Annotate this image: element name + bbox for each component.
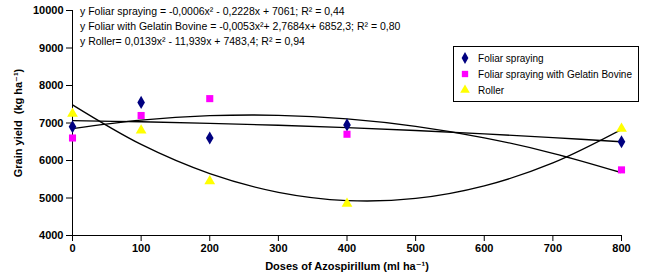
svg-text:700: 700 bbox=[544, 242, 562, 254]
svg-text:100: 100 bbox=[132, 242, 150, 254]
svg-text:5000: 5000 bbox=[39, 192, 63, 204]
svg-text:400: 400 bbox=[338, 242, 356, 254]
html-text:Roller: Roller bbox=[478, 84, 505, 96]
svg-text:200: 200 bbox=[201, 242, 219, 254]
html-text:Foliar spraying with Gelatin B: Foliar spraying with Gelatin Bovine bbox=[478, 68, 632, 80]
svg-text:0: 0 bbox=[69, 242, 75, 254]
svg-text:500: 500 bbox=[406, 242, 424, 254]
svg-text:800: 800 bbox=[612, 242, 630, 254]
svg-text:8000: 8000 bbox=[39, 79, 63, 91]
svg-text:600: 600 bbox=[475, 242, 493, 254]
svg-text:7000: 7000 bbox=[39, 117, 63, 129]
html-text:y Foliar with Gelatin Bovine =: y Foliar with Gelatin Bovine = -0,0053x²… bbox=[80, 20, 401, 32]
svg-text:10000: 10000 bbox=[33, 4, 64, 16]
svg-text:300: 300 bbox=[269, 242, 287, 254]
svg-text:4000: 4000 bbox=[39, 229, 63, 241]
html-text:Foliar spraying: Foliar spraying bbox=[478, 52, 544, 64]
svg-text:9000: 9000 bbox=[39, 42, 63, 54]
svg-text:6000: 6000 bbox=[39, 154, 63, 166]
html-text:y Foliar spraying = -0,0006x²: y Foliar spraying = -0,0006x² - 0,2228x … bbox=[80, 5, 345, 17]
svg-text:Grain yield (kg ha⁻¹): Grain yield (kg ha⁻¹) bbox=[12, 68, 24, 177]
svg-text:Doses of Azospirillum (ml ha⁻¹: Doses of Azospirillum (ml ha⁻¹) bbox=[265, 260, 429, 272]
html-text:y Roller= 0,0139x² - 11,939x +: y Roller= 0,0139x² - 11,939x + 7483,4; R… bbox=[80, 35, 305, 47]
